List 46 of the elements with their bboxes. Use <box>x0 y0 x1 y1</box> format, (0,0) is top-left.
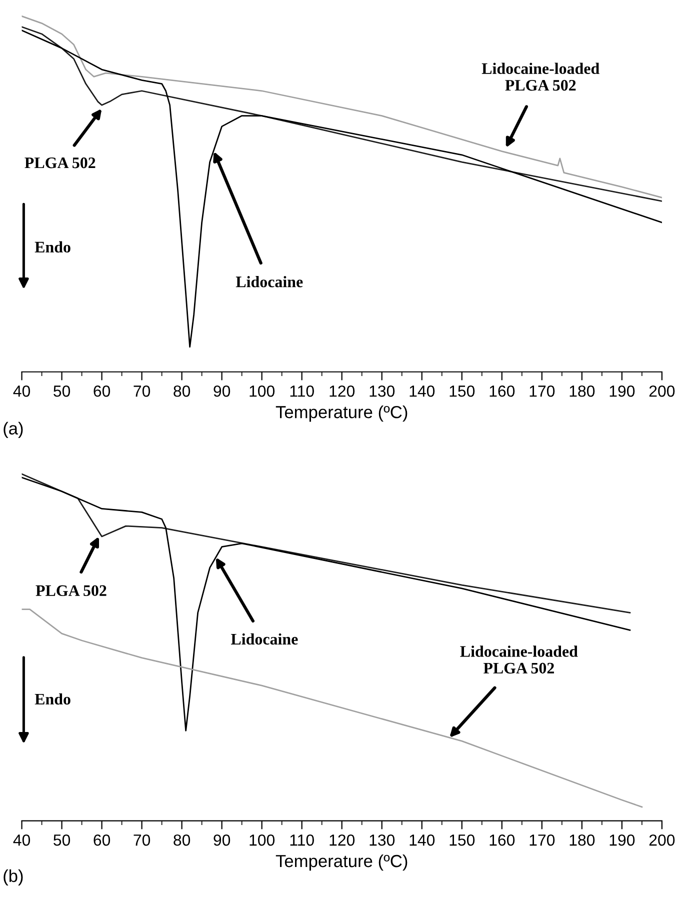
x-tick-label: 200 <box>649 834 675 846</box>
annotation: Lidocaine-loaded PLGA 502 <box>460 646 578 674</box>
x-tick-label: 110 <box>290 834 314 846</box>
x-axis-title: Temperature (ºC) <box>276 406 408 422</box>
x-tick-label: 90 <box>214 834 230 846</box>
x-tick-label: 180 <box>570 385 595 397</box>
x-tick-label: 40 <box>13 834 30 846</box>
x-tick-label: 150 <box>450 834 475 846</box>
x-tick-label: 100 <box>250 834 275 846</box>
x-tick-label: 110 <box>290 385 314 397</box>
annotation: Lidocaine <box>236 276 303 288</box>
x-tick-label: 40 <box>13 385 30 397</box>
x-tick-label: 60 <box>94 834 110 846</box>
text: (b) <box>4 869 23 886</box>
text: (a) <box>4 422 23 438</box>
annotation: Endo <box>34 693 70 705</box>
x-tick-label: 180 <box>570 834 595 846</box>
x-tick-label: 120 <box>330 834 355 846</box>
x-tick-label: 60 <box>94 385 110 397</box>
x-tick-label: 200 <box>649 385 675 397</box>
x-tick-label: 50 <box>54 385 70 397</box>
x-tick-label: 70 <box>134 834 150 846</box>
x-tick-label: 160 <box>490 834 515 846</box>
x-tick-label: 170 <box>530 834 555 846</box>
x-tick-label: 140 <box>410 834 435 846</box>
x-tick-label: 100 <box>250 385 275 397</box>
x-tick-label: 80 <box>174 385 190 397</box>
x-tick-label: 120 <box>330 385 355 397</box>
x-tick-label: 50 <box>54 834 70 846</box>
x-tick-label: 140 <box>410 385 435 397</box>
x-tick-label: 80 <box>174 834 190 846</box>
annotation: PLGA 502 <box>24 157 96 168</box>
x-tick-label: 170 <box>530 385 555 397</box>
x-tick-label: 130 <box>370 385 395 397</box>
x-tick-label: 90 <box>214 385 230 397</box>
x-axis-title: Temperature (ºC) <box>276 854 408 871</box>
x-tick-label: 130 <box>370 834 395 846</box>
annotation: Endo <box>34 241 70 253</box>
annotation: Lidocaine <box>230 633 298 645</box>
x-tick-label: 160 <box>490 385 515 397</box>
annotation: PLGA 502 <box>36 585 106 596</box>
x-tick-label: 190 <box>610 834 635 846</box>
x-tick-label: 150 <box>450 385 475 397</box>
annotation: Lidocaine-loaded PLGA 502 <box>482 62 600 91</box>
x-tick-label: 70 <box>134 385 150 397</box>
x-tick-label: 190 <box>610 385 635 397</box>
